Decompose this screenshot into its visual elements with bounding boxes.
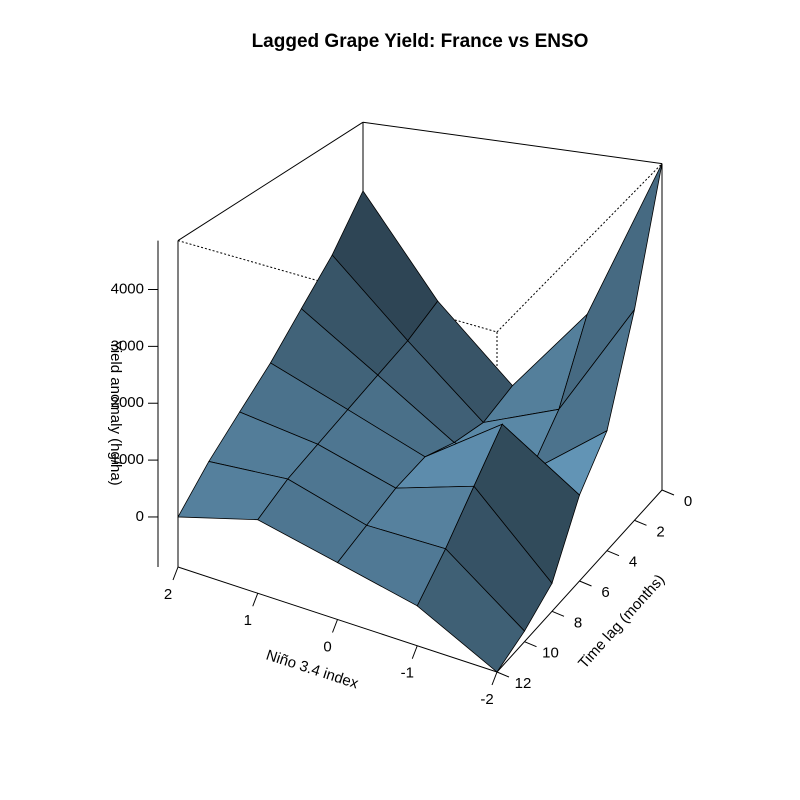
y-tick [524,641,537,648]
x-tick-label: 1 [244,612,252,629]
y-tick-label: 4 [629,554,637,571]
y-tick [661,489,675,496]
y-tick-label: 12 [515,675,532,692]
z-tick-label: 0 [136,508,144,525]
z-axis-label: Yield anomaly (hg/ha) [107,340,124,485]
y-tick-label: 0 [684,493,692,510]
y-tick-label: 2 [656,523,664,540]
y-tick-label: 10 [542,645,559,662]
y-tick [606,550,620,557]
x-tick-label: 2 [164,586,172,603]
x-tick-label: 0 [323,638,331,655]
box-edge [362,121,663,165]
y-tick-label: 8 [574,614,582,631]
z-tick-label: 1000 [111,451,144,468]
x-tick-label: -2 [480,691,493,708]
x-tick [491,671,498,686]
box-edge-hidden [496,163,663,333]
z-tick-label: 2000 [111,394,144,411]
box-edge [177,121,364,242]
x-tick [411,645,418,659]
y-tick [496,671,510,678]
x-tick-label: -1 [401,665,414,682]
z-tick-label: 3000 [111,337,144,354]
y-tick [551,610,565,617]
x-tick [332,619,338,633]
y-tick [579,580,592,587]
surface-facet [416,548,526,673]
y-tick [634,519,647,526]
x-tick [172,566,179,581]
y-tick-label: 6 [601,584,609,601]
y-axis-label: Time lag (months) [575,571,668,672]
chart-title: Lagged Grape Yield: France vs ENSO [252,31,589,52]
x-axis-label: Niño 3.4 index [264,647,361,693]
z-tick-label: 4000 [111,280,144,297]
x-tick [252,593,259,607]
